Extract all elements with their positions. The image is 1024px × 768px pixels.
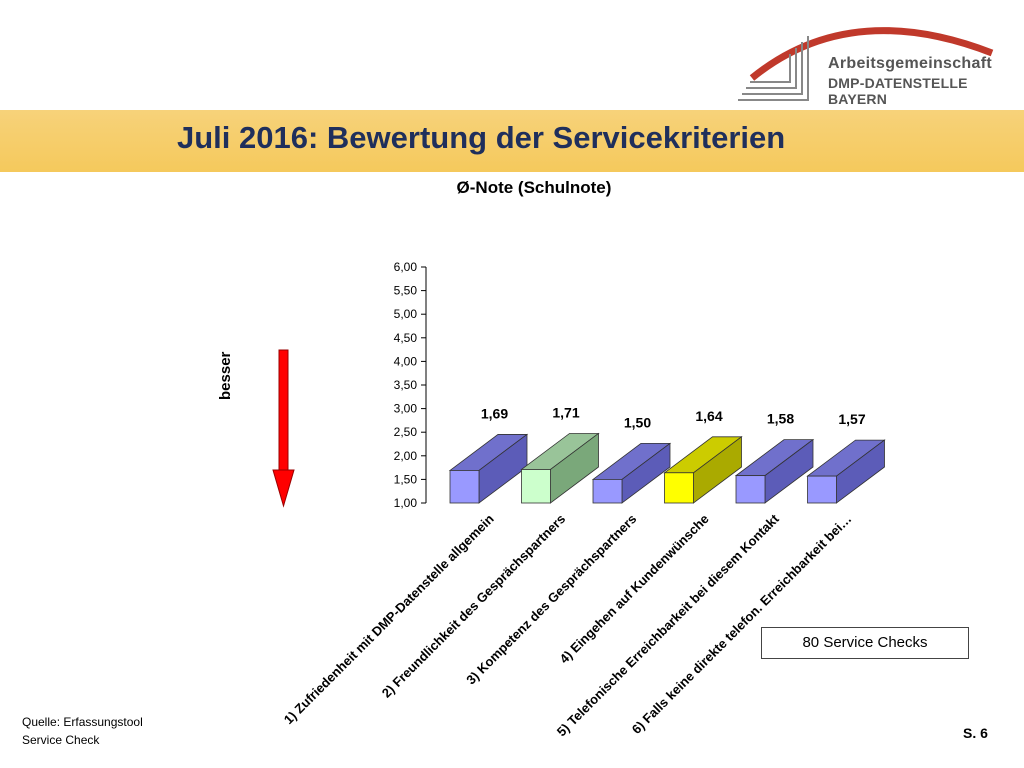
page-number: S. 6 [963,725,988,741]
bars-group [448,432,886,504]
bar [806,439,886,504]
org-name-line2: DMP-DATENSTELLE BAYERN [828,75,968,107]
bar-front [807,475,837,504]
y-tick-label: 1,00 [394,496,418,510]
y-tick-label: 2,00 [394,449,418,463]
title-band [0,110,1024,172]
y-tick-label: 3,00 [394,402,418,416]
bar-front [664,472,694,504]
value-label: 1,50 [624,414,651,430]
y-tick-label: 6,00 [394,260,418,274]
bar-front [449,470,480,504]
value-label: 1,69 [481,405,508,421]
bar [448,433,529,504]
y-tick-label: 5,50 [394,284,418,298]
page-title: Juli 2016: Bewertung der Servicekriterie… [177,120,786,155]
value-label: 1,71 [552,404,579,420]
arrow-label: besser [217,351,234,400]
bar [591,442,672,504]
down-arrow-icon [272,349,295,508]
source-line2: Service Check [22,733,100,747]
logo-graphic [738,27,994,101]
value-label: 1,58 [767,411,794,427]
bar-front [735,475,766,504]
bar [734,438,815,504]
source-line1: Quelle: Erfassungstool [22,715,143,729]
value-label: 1,64 [695,408,722,424]
y-tick-label: 2,50 [394,425,418,439]
y-tick-label: 3,50 [394,378,418,392]
y-tick-label: 5,00 [394,307,418,321]
value-labels: 1,69 1,71 1,50 1,64 1,58 1,57 [481,404,866,430]
value-label: 1,57 [838,411,865,427]
bar [520,432,600,504]
chart-title: Ø-Note (Schulnote) [456,178,612,197]
org-name-line1: Arbeitsgemeinschaft [828,55,992,72]
source-note: Quelle: Erfassungstool Service Check [22,713,143,749]
bar-front [521,469,551,504]
y-axis: 1,00 1,50 2,00 2,50 3,00 3,50 4,00 4,50 5,00 5,50… [394,260,427,510]
y-tick-label: 4,50 [394,331,418,345]
service-checks-box: 80 Service Checks [761,627,969,659]
y-tick-label: 1,50 [394,472,418,486]
bar-front [592,478,623,504]
bar [663,435,743,504]
y-tick-label: 4,00 [394,354,418,368]
